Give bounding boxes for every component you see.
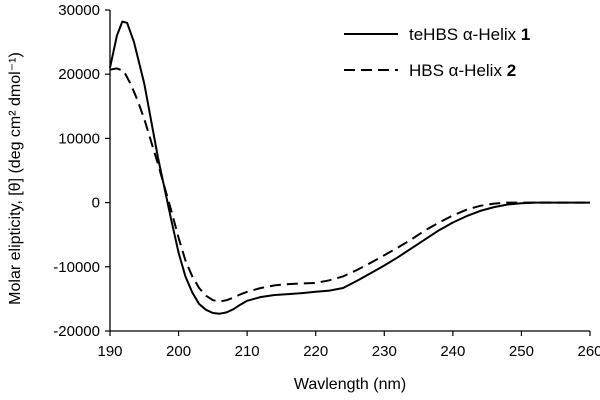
y-tick-label: 10000 xyxy=(58,130,100,147)
y-tick-label: 0 xyxy=(92,195,100,212)
series-line-1 xyxy=(109,20,590,315)
legend: teHBS α-Helix 1 HBS α-Helix 2 xyxy=(344,25,530,80)
x-tick-label: 210 xyxy=(235,343,260,360)
x-tick-label: 250 xyxy=(509,343,534,360)
series-line-2 xyxy=(109,67,590,303)
x-tick-label: 230 xyxy=(372,343,397,360)
y-tick-label: 20000 xyxy=(58,66,100,83)
legend-label-2: HBS α-Helix 2 xyxy=(409,61,516,80)
legend-label-number: 1 xyxy=(521,25,530,44)
x-axis-title: Wavlength (nm) xyxy=(294,376,406,393)
y-ticks: 30000 20000 10000 0 -10000 -20000 xyxy=(53,2,110,340)
x-tick-label: 240 xyxy=(440,343,465,360)
legend-label-number: 2 xyxy=(507,61,516,80)
x-tick-label: 190 xyxy=(97,343,122,360)
y-tick-label: -20000 xyxy=(53,323,100,340)
axes xyxy=(109,10,590,332)
series-lines xyxy=(109,20,590,315)
legend-label-text: HBS α-Helix xyxy=(409,61,507,80)
y-tick-label: 30000 xyxy=(58,2,100,19)
y-axis-title: Molar elipticity, [θ] (deg cm² dmol⁻¹) xyxy=(7,52,24,305)
x-tick-label: 220 xyxy=(303,343,328,360)
x-tick-label: 200 xyxy=(166,343,191,360)
legend-label-text: teHBS α-Helix xyxy=(409,25,521,44)
x-tick-label: 260 xyxy=(577,343,600,360)
x-ticks: 190 200 210 220 230 240 250 260 xyxy=(97,331,600,360)
legend-label-1: teHBS α-Helix 1 xyxy=(409,25,530,44)
y-tick-label: -10000 xyxy=(53,259,100,276)
